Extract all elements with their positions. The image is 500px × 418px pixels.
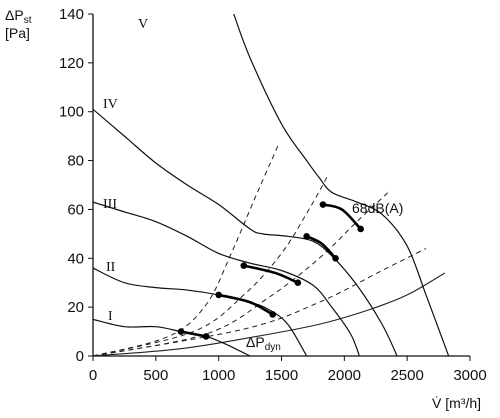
curve-label-i: I [108, 309, 113, 324]
y-axis-label-sub: st [24, 15, 32, 26]
noise-point [303, 233, 310, 240]
noise-segment-2 [218, 293, 274, 316]
dynamic-pressure-label-sub: dyn [265, 342, 281, 353]
y-axis-label-main: ΔP [5, 7, 24, 23]
noise-segment-3 [243, 264, 299, 284]
y-tick-label: 40 [67, 250, 84, 267]
noise-point [215, 291, 222, 299]
x-tick-label: 500 [143, 367, 168, 384]
noise-segment-4 [306, 235, 337, 260]
noise-segment-5 [322, 203, 362, 230]
y-tick-label: 20 [67, 299, 84, 316]
noise-point [319, 201, 327, 208]
y-tick-label: 100 [59, 104, 84, 121]
y-axis-label: ΔPst [5, 7, 32, 26]
system-curve-4 [93, 248, 427, 356]
dynamic-pressure-line [93, 272, 446, 356]
noise-point [357, 225, 364, 233]
pressure-curve-iv [93, 108, 398, 356]
curve-label-iv: IV [103, 97, 118, 112]
x-tick-label: 2500 [390, 367, 423, 384]
x-tick-label: 0 [89, 367, 97, 384]
noise-point [294, 279, 302, 287]
y-axis-unit: [Pa] [5, 25, 30, 41]
curve-label-ii: II [106, 260, 116, 275]
y-tick-label: 0 [76, 348, 84, 365]
y-tick-label: 60 [67, 201, 84, 218]
noise-point [269, 311, 277, 318]
pressure-curve-v [233, 14, 450, 356]
pressure-curve-iii [93, 201, 360, 356]
x-axis-label: V̇ [m³/h] [432, 395, 481, 411]
dynamic-pressure-label-main: ΔP [246, 334, 265, 350]
noise-point [177, 328, 185, 335]
x-tick-label: 1500 [265, 367, 298, 384]
curve-label-v: V [138, 17, 148, 32]
x-tick-label: 3000 [453, 367, 486, 384]
pressure-curve-i [93, 318, 251, 356]
x-tick-label: 1000 [202, 367, 235, 384]
y-tick-label: 80 [67, 153, 84, 170]
system-curve-3 [93, 189, 392, 356]
noise-level-label: 68dB(A) [352, 200, 403, 216]
system-curve-1 [93, 143, 280, 356]
noise-point [202, 333, 210, 340]
x-tick-label: 2000 [328, 367, 361, 384]
curve-label-iii: III [103, 197, 117, 212]
y-tick-label: 120 [59, 55, 84, 72]
system-curve-2 [93, 174, 329, 356]
plot-area [93, 14, 450, 356]
noise-point [240, 262, 248, 269]
y-tick-label: 140 [59, 6, 84, 23]
noise-point [332, 254, 339, 262]
noise-segment-1 [180, 330, 207, 338]
dynamic-pressure-label: ΔPdyn [246, 334, 281, 353]
